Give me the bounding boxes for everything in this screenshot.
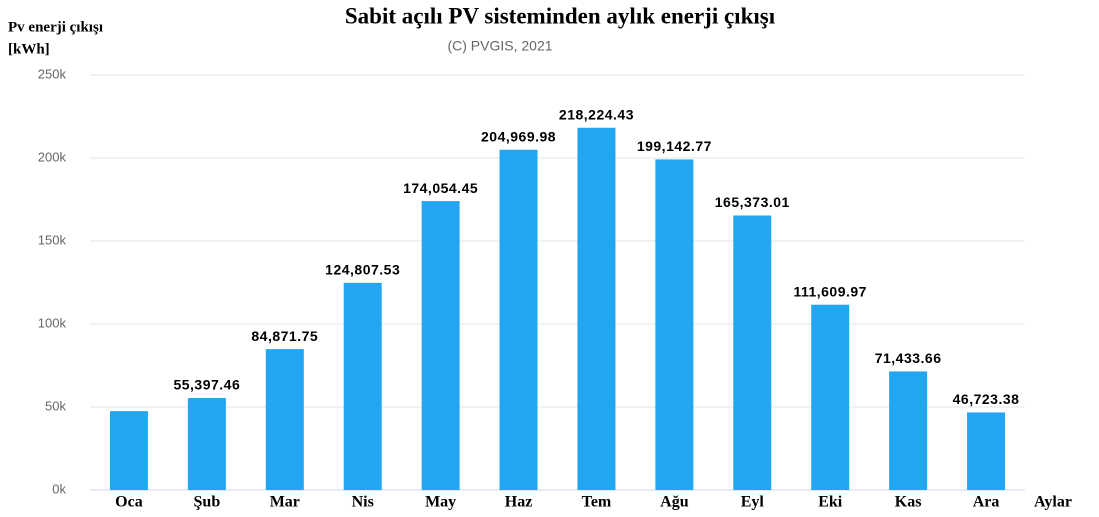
- data-label: 111,609.97: [793, 283, 867, 299]
- y-tick-label: 50k: [45, 398, 66, 413]
- bar: [733, 215, 772, 490]
- y-tick-label: 200k: [38, 149, 67, 164]
- x-tick-label: Haz: [505, 494, 533, 511]
- data-label: 199,142.77: [637, 138, 712, 154]
- bar: [265, 349, 304, 490]
- bar: [889, 371, 928, 490]
- bar: [109, 411, 148, 490]
- data-label: 46,723.38: [953, 391, 1020, 407]
- chart-title: Sabit açılı PV sisteminden aylık enerji …: [345, 3, 776, 28]
- x-tick-label: Kas: [895, 494, 922, 511]
- bar: [967, 412, 1006, 490]
- data-label: 124,807.53: [325, 262, 400, 278]
- bar: [421, 201, 460, 490]
- x-tick-label: Ara: [973, 494, 1000, 511]
- x-tick-label: Şub: [194, 494, 221, 511]
- bar: [655, 159, 694, 490]
- data-label: 71,433.66: [875, 350, 942, 366]
- y-tick-label: 250k: [38, 66, 67, 81]
- y-tick-label: 150k: [38, 232, 67, 247]
- bar: [811, 304, 850, 490]
- x-tick-label: Eki: [818, 494, 843, 511]
- chart-subtitle: (C) PVGIS, 2021: [447, 38, 552, 54]
- x-tick-label: Oca: [115, 494, 143, 511]
- data-label: 204,969.98: [481, 128, 556, 144]
- x-tick-label: Ağu: [660, 494, 689, 511]
- x-tick-label: May: [425, 494, 456, 511]
- data-label: 84,871.75: [251, 328, 318, 344]
- bar: [187, 398, 226, 490]
- x-axis-label: Aylar: [1034, 494, 1072, 511]
- data-label: 165,373.01: [715, 194, 790, 210]
- data-label: 218,224.43: [559, 106, 634, 122]
- x-tick-label: Mar: [270, 494, 300, 511]
- data-label: 174,054.45: [403, 180, 478, 196]
- data-label: 55,397.46: [173, 377, 240, 393]
- bar: [577, 127, 616, 491]
- x-tick-label: Tem: [582, 494, 612, 511]
- bar: [499, 149, 538, 491]
- y-axis-label: [kWh]: [8, 41, 50, 57]
- y-tick-label: 0k: [52, 481, 66, 496]
- bar: [343, 282, 382, 490]
- x-tick-label: Eyl: [741, 494, 765, 511]
- y-tick-label: 100k: [38, 315, 67, 330]
- x-tick-label: Nis: [352, 494, 374, 511]
- y-axis-label: Pv enerji çıkışı: [8, 19, 103, 35]
